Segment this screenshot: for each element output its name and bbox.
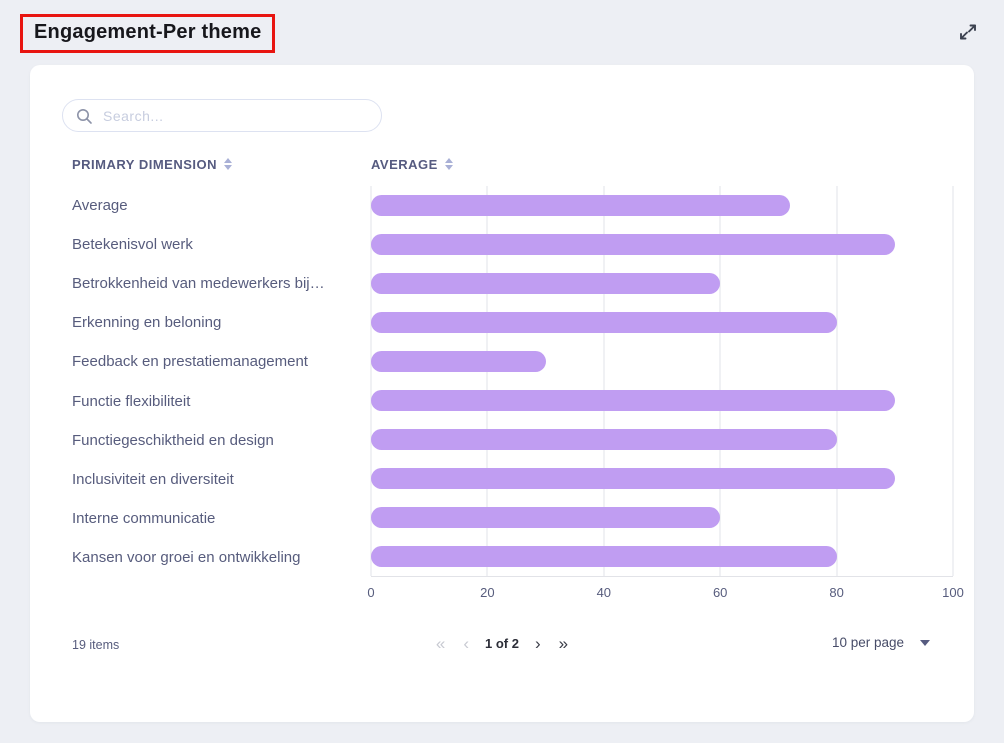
row-label: Functie flexibiliteit — [72, 392, 191, 410]
chevron-down-icon — [920, 639, 930, 646]
column-header-label: AVERAGE — [371, 156, 438, 172]
table-row — [371, 498, 953, 537]
table-row — [371, 225, 953, 264]
x-axis-tick: 0 — [367, 585, 375, 600]
bar[interactable] — [371, 351, 546, 372]
bar[interactable] — [371, 468, 895, 489]
pagination-prev-button[interactable]: ‹ — [463, 634, 470, 653]
label-rows: Average Betekenisvol werk Betrokkenheid va… — [72, 186, 371, 577]
row-label: Interne communicatie — [72, 509, 216, 527]
page-title-text: Engagement-Per theme — [34, 21, 262, 43]
row-label: Erkenning en beloning — [72, 314, 222, 332]
pagination: « ‹ 1 of 2 › » — [434, 633, 570, 654]
pagination-next-button[interactable]: › — [534, 634, 541, 653]
bar[interactable] — [371, 195, 791, 216]
row-label: Average — [72, 197, 128, 215]
pagination-first-button[interactable]: « — [435, 634, 446, 653]
page-title: Engagement-Per theme — [20, 14, 276, 53]
sort-icon[interactable] — [444, 158, 453, 170]
table-row — [371, 381, 953, 420]
x-axis-tick: 80 — [829, 585, 844, 600]
column-header-average[interactable]: AVERAGE — [371, 151, 453, 177]
x-axis-tick: 60 — [712, 585, 728, 600]
page-size-select[interactable]: 10 per page — [832, 635, 930, 650]
search-icon — [77, 108, 92, 124]
expand-icon — [960, 24, 976, 40]
bar[interactable] — [371, 234, 895, 255]
bar[interactable] — [371, 273, 721, 294]
row-label: Inclusiviteit en diversiteit — [72, 470, 234, 488]
pagination-last-button[interactable]: » — [558, 634, 569, 653]
column-header-primary-dimension[interactable]: PRIMARY DIMENSION — [72, 151, 371, 177]
topbar: Engagement-Per theme — [0, 0, 1004, 65]
table-row — [371, 420, 953, 459]
items-count: 19 items — [72, 638, 120, 652]
expand-button[interactable] — [954, 18, 982, 46]
table-footer: 19 items « ‹ 1 of 2 › » 10 per page — [30, 631, 974, 661]
bar[interactable] — [371, 546, 837, 567]
row-label: Betrokkenheid van medewerkers bij… — [72, 275, 325, 293]
x-axis-tick: 100 — [942, 585, 964, 600]
bar[interactable] — [371, 312, 837, 333]
widget-card: PRIMARY DIMENSION AVERAGE Average Beteken… — [30, 65, 974, 722]
bar[interactable] — [371, 390, 895, 411]
row-label: Functiegeschiktheid en design — [72, 431, 274, 449]
bar-rows — [371, 186, 953, 576]
row-label: Betekenisvol werk — [72, 236, 193, 254]
x-axis-tick: 20 — [480, 585, 495, 600]
bar[interactable] — [371, 507, 721, 528]
page-size-label: 10 per page — [831, 635, 904, 650]
x-axis: 0 20 40 60 80 100 — [367, 583, 963, 601]
bar[interactable] — [371, 429, 837, 450]
search-box — [62, 99, 382, 132]
table-row — [371, 186, 953, 225]
search-input[interactable] — [103, 107, 369, 124]
table-row — [371, 342, 953, 381]
column-header-label: PRIMARY DIMENSION — [72, 156, 218, 172]
table-row — [371, 459, 953, 498]
pagination-label: 1 of 2 — [485, 636, 519, 651]
table-row — [371, 264, 953, 303]
table-header-row: PRIMARY DIMENSION AVERAGE — [72, 151, 953, 177]
x-axis-tick: 40 — [596, 585, 612, 600]
row-label: Feedback en prestatiemanagement — [72, 353, 308, 371]
table-body: Average Betekenisvol werk Betrokkenheid va… — [72, 186, 954, 577]
sort-icon[interactable] — [224, 158, 233, 170]
table-row — [371, 303, 953, 342]
gridlines — [370, 186, 954, 576]
row-label: Kansen voor groei en ontwikkeling — [72, 548, 301, 566]
table-row — [371, 537, 953, 576]
bar-chart — [370, 186, 954, 577]
